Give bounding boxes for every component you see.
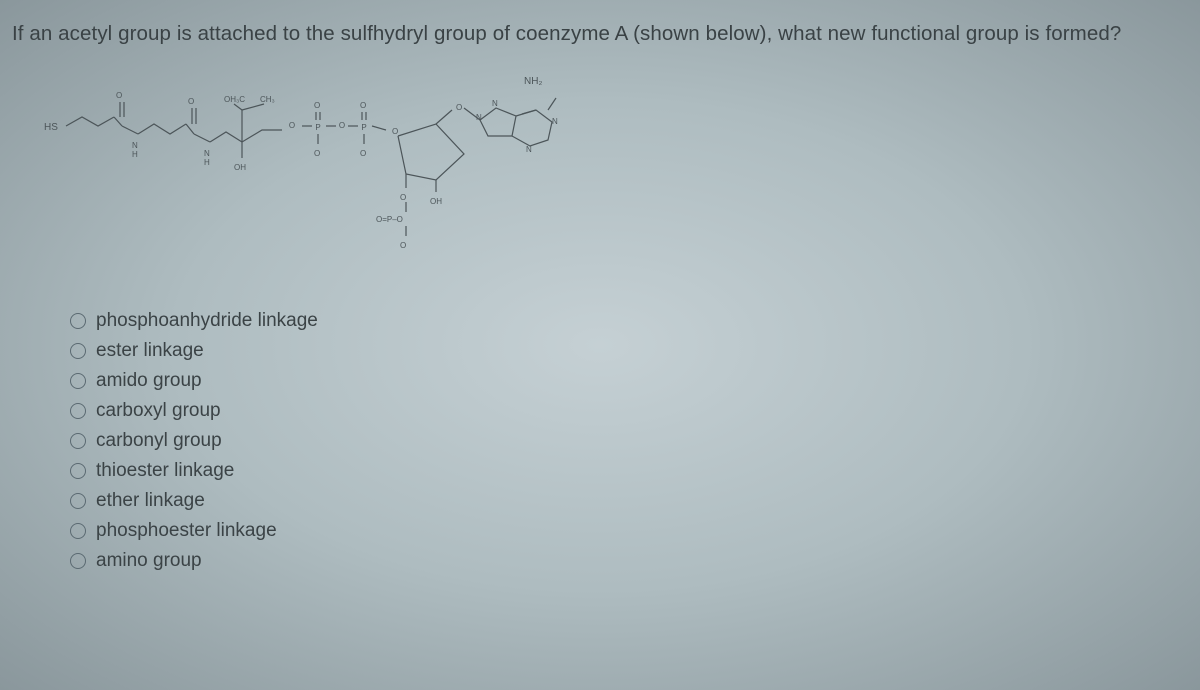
oh-label-2: OH [430,197,442,206]
option-row-carboxyl[interactable]: carboxyl group [70,400,1188,422]
radio-icon[interactable] [70,313,86,329]
radio-icon[interactable] [70,523,86,539]
p-label-1: P [315,123,320,132]
option-row-phosphoanhydride[interactable]: phosphoanhydride linkage [70,310,1188,332]
radio-icon[interactable] [70,403,86,419]
option-label: phosphoanhydride linkage [96,310,318,332]
o-label-4: O [314,101,320,110]
option-row-amido[interactable]: amido group [70,370,1188,392]
option-row-amino[interactable]: amino group [70,550,1188,572]
option-label: amido group [96,370,202,392]
option-row-ester[interactable]: ester linkage [70,340,1188,362]
option-row-thioester[interactable]: thioester linkage [70,460,1188,482]
radio-icon[interactable] [70,463,86,479]
o-label-7: O [360,101,366,110]
o-label-2: O [188,97,194,106]
answer-options: phosphoanhydride linkage ester linkage a… [70,310,1188,572]
h-label-1: H [132,150,138,159]
n-label-1: N [132,141,138,150]
question-text: If an acetyl group is attached to the su… [12,22,1188,46]
o-label-6: O [339,121,345,130]
ch3c-label: OH₃C [224,95,245,104]
o-label-1: O [116,91,122,100]
h-label-2: H [204,158,210,167]
o-label-3: O [289,121,295,130]
quiz-page: If an acetyl group is attached to the su… [0,0,1200,690]
n-label-6: N [526,145,532,154]
radio-icon[interactable] [70,553,86,569]
ch3-label: CH₃ [260,95,275,104]
option-label: amino group [96,550,202,572]
option-label: carbonyl group [96,430,222,452]
n-label-4: N [492,99,498,108]
option-label: ester linkage [96,340,204,362]
nh2-label: NH₂ [524,76,542,87]
option-row-ether[interactable]: ether linkage [70,490,1188,512]
o-label-12: O [456,103,462,112]
option-label: thioester linkage [96,460,234,482]
n-label-5: N [552,117,558,126]
radio-icon[interactable] [70,433,86,449]
option-row-carbonyl[interactable]: carbonyl group [70,430,1188,452]
o-eq-p-o-label: O=P–O [376,215,403,224]
radio-icon[interactable] [70,373,86,389]
radio-icon[interactable] [70,343,86,359]
option-label: phosphoester linkage [96,520,277,542]
p-label-2: P [361,123,366,132]
oh-label-1: OH [234,163,246,172]
o-label-9: O [392,127,398,136]
coenzyme-a-structure-diagram: HS O N H O N H OH OH₃C CH [36,62,596,262]
option-row-phosphoester[interactable]: phosphoester linkage [70,520,1188,542]
o-label-10: O [400,193,406,202]
n-label-3: N [476,113,482,122]
hs-label: HS [44,122,58,133]
option-label: ether linkage [96,490,205,512]
n-label-2: N [204,149,210,158]
o-label-8: O [360,149,366,158]
o-label-11: O [400,241,406,250]
structure-svg: HS O N H O N H OH OH₃C CH [36,62,596,262]
o-label-5: O [314,149,320,158]
radio-icon[interactable] [70,493,86,509]
option-label: carboxyl group [96,400,221,422]
